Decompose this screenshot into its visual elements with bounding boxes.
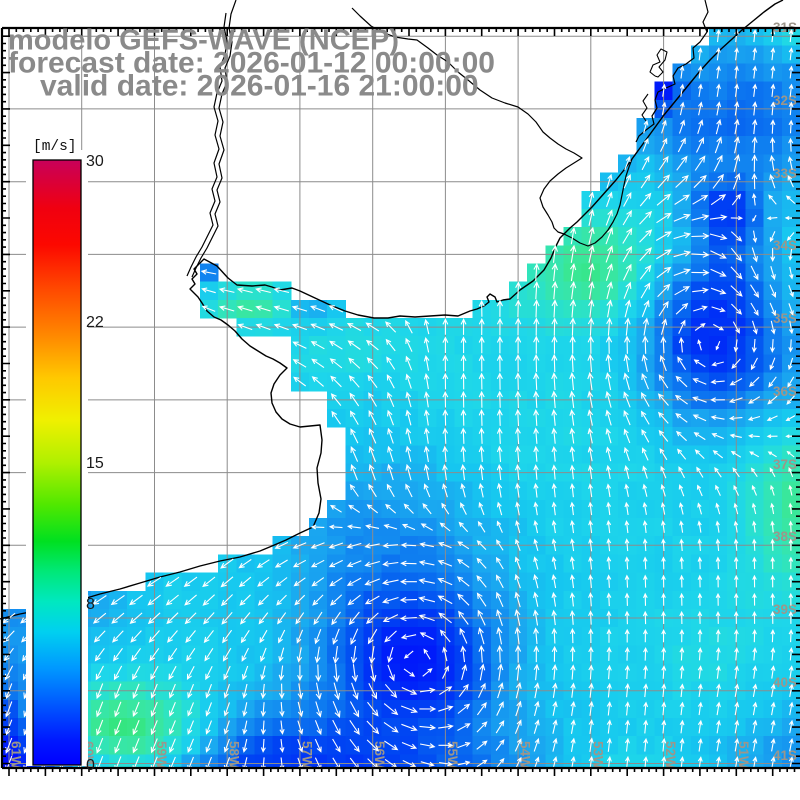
svg-text:[m/s]: [m/s] bbox=[33, 139, 77, 155]
svg-text:58W: 58W bbox=[227, 741, 242, 769]
svg-text:0: 0 bbox=[86, 757, 95, 774]
svg-text:33S: 33S bbox=[773, 166, 797, 181]
svg-text:35S: 35S bbox=[773, 311, 797, 326]
svg-text:57W: 57W bbox=[299, 741, 314, 769]
svg-text:8: 8 bbox=[86, 596, 95, 613]
svg-text:54W: 54W bbox=[518, 741, 533, 769]
svg-text:32S: 32S bbox=[773, 93, 797, 108]
svg-text:59W: 59W bbox=[154, 741, 169, 769]
svg-text:39S: 39S bbox=[773, 602, 797, 617]
svg-text:34S: 34S bbox=[773, 238, 797, 253]
svg-text:modelo GEFS-WAVE (NCEP): modelo GEFS-WAVE (NCEP) bbox=[8, 25, 399, 57]
svg-text:30: 30 bbox=[86, 153, 104, 170]
svg-text:15: 15 bbox=[86, 455, 104, 472]
svg-text:52W: 52W bbox=[663, 741, 678, 769]
svg-text:61W: 61W bbox=[9, 741, 24, 769]
svg-text:22: 22 bbox=[86, 314, 104, 331]
svg-text:forecast date: 2026-01-12 00:0: forecast date: 2026-01-12 00:00:00 bbox=[8, 47, 495, 80]
svg-text:53W: 53W bbox=[590, 741, 605, 769]
svg-text:36S: 36S bbox=[773, 384, 797, 399]
svg-text:38S: 38S bbox=[773, 529, 797, 544]
svg-text:51W: 51W bbox=[736, 741, 751, 769]
svg-text:valid date: 2026-01-16 21:00:0: valid date: 2026-01-16 21:00:00 bbox=[40, 70, 479, 103]
svg-text:37S: 37S bbox=[773, 457, 797, 472]
